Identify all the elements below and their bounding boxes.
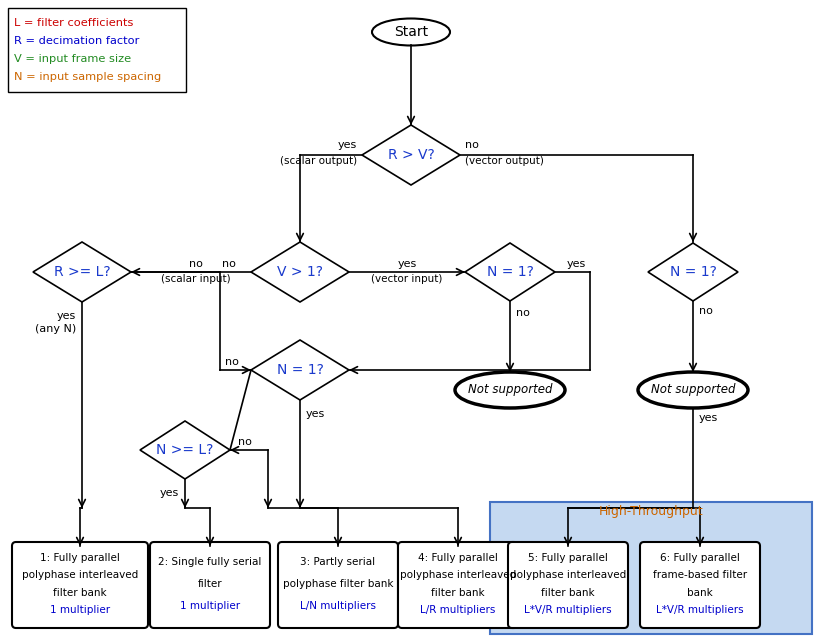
Text: (scalar input): (scalar input) (161, 274, 231, 284)
Polygon shape (648, 243, 738, 301)
Text: polyphase interleaved: polyphase interleaved (22, 570, 138, 580)
FancyBboxPatch shape (8, 8, 186, 92)
Text: Not supported: Not supported (468, 383, 552, 397)
Text: yes: yes (567, 259, 586, 269)
FancyBboxPatch shape (640, 542, 760, 628)
Ellipse shape (372, 19, 450, 45)
Text: no: no (225, 357, 239, 367)
Text: High-Throughput: High-Throughput (598, 506, 704, 518)
Text: 1 multiplier: 1 multiplier (180, 601, 240, 611)
Text: yes: yes (338, 140, 357, 150)
Text: frame-based filter: frame-based filter (653, 570, 747, 580)
Text: N = 1?: N = 1? (276, 363, 323, 377)
Polygon shape (465, 243, 555, 301)
Text: 5: Fully parallel: 5: Fully parallel (528, 553, 608, 563)
Text: no: no (238, 437, 252, 447)
Text: R >= L?: R >= L? (53, 265, 110, 279)
Text: no: no (222, 259, 236, 269)
Text: L*V/R multipliers: L*V/R multipliers (656, 605, 744, 615)
FancyBboxPatch shape (150, 542, 270, 628)
FancyBboxPatch shape (12, 542, 148, 628)
Text: Start: Start (394, 25, 428, 39)
Text: polyphase filter bank: polyphase filter bank (283, 579, 393, 589)
Text: filter bank: filter bank (53, 588, 107, 598)
Text: 2: Single fully serial: 2: Single fully serial (159, 557, 261, 566)
FancyBboxPatch shape (508, 542, 628, 628)
Text: (vector output): (vector output) (465, 156, 544, 166)
Text: yes: yes (306, 409, 326, 419)
Text: (vector input): (vector input) (372, 274, 443, 284)
Text: filter bank: filter bank (432, 588, 485, 598)
Text: yes: yes (699, 413, 718, 423)
Text: V > 1?: V > 1? (277, 265, 323, 279)
Polygon shape (140, 421, 230, 479)
Text: yes: yes (57, 311, 76, 321)
Text: R = decimation factor: R = decimation factor (14, 36, 140, 46)
Text: V = input frame size: V = input frame size (14, 54, 132, 64)
Text: Not supported: Not supported (651, 383, 735, 397)
Text: N = 1?: N = 1? (487, 265, 533, 279)
Ellipse shape (638, 372, 748, 408)
Text: N >= L?: N >= L? (156, 443, 214, 457)
Polygon shape (251, 340, 349, 400)
Text: filter: filter (197, 579, 222, 589)
Text: no: no (189, 259, 203, 269)
Ellipse shape (455, 372, 565, 408)
Text: yes: yes (159, 488, 179, 498)
Text: filter bank: filter bank (541, 588, 595, 598)
Text: bank: bank (687, 588, 713, 598)
Text: 1 multiplier: 1 multiplier (50, 605, 110, 615)
Text: L/N multipliers: L/N multipliers (300, 601, 376, 611)
Polygon shape (33, 242, 131, 302)
FancyBboxPatch shape (490, 502, 812, 634)
Text: yes: yes (397, 259, 417, 269)
Text: N = input sample spacing: N = input sample spacing (14, 72, 161, 82)
Text: (scalar output): (scalar output) (279, 156, 357, 166)
Text: 4: Fully parallel: 4: Fully parallel (418, 553, 498, 563)
Polygon shape (362, 125, 460, 185)
Text: L/R multipliers: L/R multipliers (420, 605, 496, 615)
Text: R > V?: R > V? (388, 148, 434, 162)
FancyBboxPatch shape (278, 542, 398, 628)
Text: no: no (465, 140, 479, 150)
Text: L*V/R multipliers: L*V/R multipliers (524, 605, 612, 615)
FancyBboxPatch shape (398, 542, 518, 628)
Text: (any N): (any N) (35, 324, 76, 334)
Text: 1: Fully parallel: 1: Fully parallel (40, 553, 120, 563)
Text: no: no (516, 308, 530, 318)
Text: polyphase interleaved: polyphase interleaved (399, 570, 516, 580)
Text: 3: Partly serial: 3: Partly serial (300, 557, 376, 566)
Text: no: no (699, 306, 713, 316)
Text: N = 1?: N = 1? (670, 265, 717, 279)
Polygon shape (251, 242, 349, 302)
Text: polyphase interleaved: polyphase interleaved (510, 570, 626, 580)
Text: L = filter coefficients: L = filter coefficients (14, 18, 133, 28)
Text: 6: Fully parallel: 6: Fully parallel (660, 553, 740, 563)
